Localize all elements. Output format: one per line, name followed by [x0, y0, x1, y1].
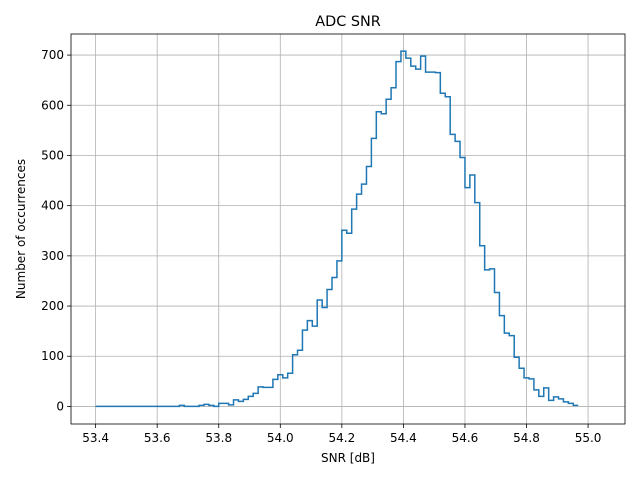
x-tick-label: 54.0: [267, 431, 294, 445]
y-tick-label: 400: [41, 199, 64, 213]
x-tick-label: 53.8: [205, 431, 232, 445]
histogram-series-line: [95, 50, 579, 408]
x-axis-label: SNR [dB]: [321, 451, 375, 465]
chart-title: ADC SNR: [315, 14, 380, 30]
x-tick-label: 53.4: [82, 431, 109, 445]
y-tick-label: 700: [41, 48, 64, 62]
x-tick-label: 54.2: [328, 431, 355, 445]
x-axis: 53.4 53.6 53.8 54.0 54.2 54.4 54.6 54.8 55.0: [82, 424, 601, 445]
y-tick-label: 300: [41, 249, 64, 263]
x-tick-label: 53.6: [144, 431, 171, 445]
y-tick-label: 0: [56, 399, 64, 413]
x-tick-label: 55.0: [575, 431, 602, 445]
y-axis-label: Number of occurrences: [14, 159, 28, 299]
y-tick-label: 600: [41, 98, 64, 112]
grid: [71, 34, 625, 424]
y-axis: 0 100 200 300 400 500 600 700: [41, 48, 71, 413]
y-tick-label: 100: [41, 349, 64, 363]
x-tick-label: 54.6: [452, 431, 479, 445]
x-tick-label: 54.8: [513, 431, 540, 445]
x-tick-label: 54.4: [390, 431, 417, 445]
y-tick-label: 200: [41, 299, 64, 313]
y-tick-label: 500: [41, 148, 64, 162]
plot-frame: [70, 33, 626, 425]
